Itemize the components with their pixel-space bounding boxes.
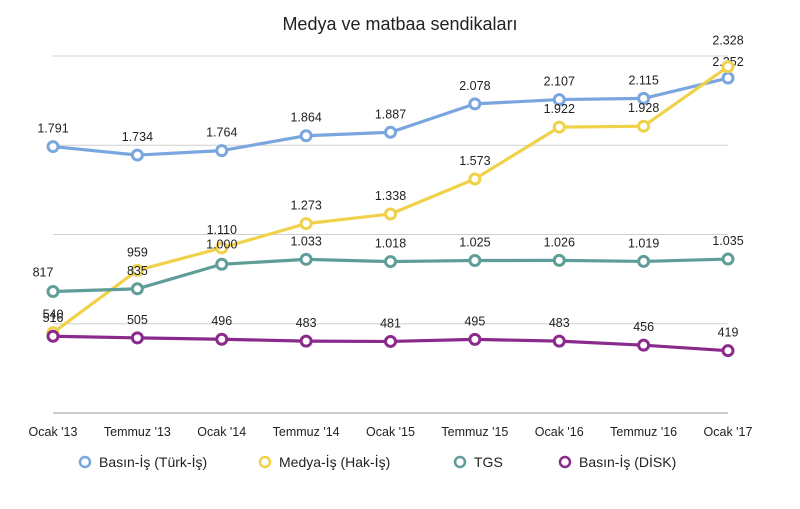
- legend-item: Basın-İş (Türk-İş): [78, 453, 207, 470]
- data-point: [721, 252, 735, 266]
- data-label: 505: [127, 313, 148, 327]
- x-tick-label: Temmuz '16: [610, 425, 677, 439]
- data-point: [130, 148, 144, 162]
- data-label: 2.107: [544, 75, 575, 89]
- data-point: [468, 254, 482, 268]
- data-label: 1.035: [712, 234, 743, 248]
- data-label: 1.110: [207, 223, 237, 237]
- data-label: 1.026: [544, 235, 575, 249]
- data-point: [46, 329, 60, 343]
- data-label: 1.928: [628, 101, 659, 115]
- legend-label: Basın-İş (Türk-İş): [99, 453, 207, 470]
- data-label: 817: [33, 265, 54, 279]
- x-tick-label: Ocak '17: [704, 425, 753, 439]
- data-point: [552, 253, 566, 267]
- data-point: [468, 172, 482, 186]
- data-label: 1.764: [206, 126, 237, 140]
- data-label: 1.033: [290, 234, 321, 248]
- x-tick-label: Temmuz '13: [104, 425, 171, 439]
- legend-marker-icon: [258, 455, 272, 469]
- data-label: 540: [43, 308, 64, 322]
- legend-item: TGS: [453, 454, 503, 470]
- data-label: 1.338: [375, 189, 406, 203]
- data-point: [384, 255, 397, 269]
- data-point: [468, 332, 482, 346]
- data-point: [46, 140, 60, 154]
- x-tick-label: Ocak '15: [366, 425, 415, 439]
- data-label: 2.115: [628, 73, 658, 87]
- data-label: 1.864: [290, 111, 321, 125]
- data-point: [299, 217, 313, 231]
- data-point: [721, 71, 735, 85]
- data-point: [468, 97, 482, 111]
- data-point: [721, 344, 735, 358]
- data-label: 419: [718, 326, 739, 340]
- x-tick-label: Ocak '14: [197, 425, 246, 439]
- legend-marker-icon: [78, 455, 92, 469]
- data-label: 2.078: [459, 79, 490, 93]
- data-label: 1.922: [544, 102, 575, 116]
- x-tick-label: Temmuz '15: [441, 425, 508, 439]
- legend-label: Medya-İş (Hak-İş): [279, 453, 390, 470]
- data-label: 1.791: [37, 122, 68, 136]
- data-point: [552, 120, 566, 134]
- data-point: [215, 241, 229, 255]
- data-point: [130, 282, 144, 296]
- legend-marker-icon: [558, 455, 572, 469]
- data-label: 1.000: [206, 237, 237, 251]
- data-label: 495: [464, 314, 485, 328]
- data-point: [215, 144, 229, 158]
- data-point: [384, 125, 397, 139]
- x-tick-label: Temmuz '14: [273, 425, 340, 439]
- data-point: [130, 331, 144, 345]
- data-label: 456: [633, 320, 654, 334]
- data-point: [299, 334, 313, 348]
- data-label: 483: [296, 316, 317, 330]
- data-point: [130, 263, 144, 277]
- data-point: [637, 119, 651, 133]
- data-label: 959: [127, 245, 148, 259]
- data-label: 483: [549, 316, 570, 330]
- legend-item: Medya-İş (Hak-İş): [258, 453, 390, 470]
- data-label: 516: [43, 311, 64, 325]
- data-point: [46, 284, 60, 298]
- data-label: 1.734: [122, 130, 153, 144]
- x-tick-label: Ocak '13: [29, 425, 78, 439]
- series-1: 540 959 1.110 1.273 1.338 1.573 1.922 1.928 2.32…: [43, 34, 744, 340]
- data-point: [637, 338, 651, 352]
- chart-title: Medya ve matbaa sendikaları: [282, 14, 518, 34]
- legend-marker-icon: [453, 455, 467, 469]
- data-point: [552, 93, 566, 107]
- data-label: 2.328: [712, 34, 743, 48]
- data-label: 481: [380, 316, 401, 330]
- data-label: 835: [127, 264, 148, 278]
- legend-label: TGS: [474, 454, 503, 470]
- data-point: [384, 334, 397, 348]
- series-3: 516 505 496 483 481 495 483 456 419: [43, 311, 739, 358]
- data-point: [215, 332, 229, 346]
- data-label: 1.273: [290, 199, 321, 213]
- legend-item: Basın-İş (DİSK): [558, 453, 676, 470]
- data-label: 496: [211, 314, 232, 328]
- data-point: [637, 91, 651, 105]
- data-point: [215, 257, 229, 271]
- data-label: 1.018: [375, 237, 406, 251]
- data-label: 1.887: [375, 107, 406, 121]
- data-point: [384, 207, 397, 221]
- x-tick-label: Ocak '16: [535, 425, 584, 439]
- data-label: 1.025: [459, 236, 490, 250]
- data-point: [721, 60, 735, 74]
- data-label: 1.019: [628, 236, 659, 250]
- data-label: 1.573: [459, 154, 490, 168]
- data-point: [637, 254, 651, 268]
- series-2: 817 835 1.000 1.033 1.018 1.025 1.026 1.019 1.03…: [33, 234, 744, 298]
- data-point: [552, 334, 566, 348]
- data-point: [299, 252, 313, 266]
- series-0: 1.791 1.734 1.764 1.864 1.887 2.078 2.107 2.115…: [37, 55, 744, 162]
- legend-label: Basın-İş (DİSK): [579, 453, 676, 470]
- data-point: [299, 129, 313, 143]
